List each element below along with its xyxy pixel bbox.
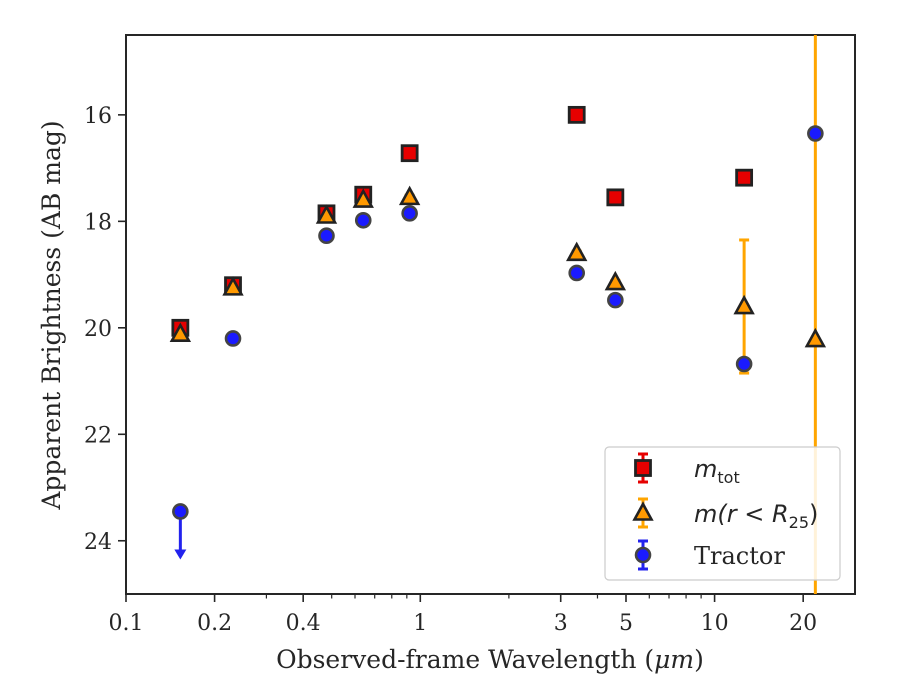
y-tick-label: 20 — [84, 317, 112, 342]
legend-label: m(r < R25) — [694, 500, 818, 532]
x-tick-label: 0.2 — [197, 611, 232, 636]
mr25-point — [169, 322, 192, 342]
legend-box — [604, 446, 841, 581]
y-axis: 16 18 20 22 24 — [84, 104, 126, 555]
legend-label: Tractor — [694, 542, 785, 570]
x-axis-label: Observed-frame Wavelength (μm) — [276, 645, 704, 674]
mr25-point — [804, 327, 827, 348]
upper-limit-arrowhead — [174, 549, 187, 560]
mr25-point — [604, 270, 627, 291]
x-axis: 0.1 0.2 0.4 1 3 5 10 20 — [109, 594, 817, 636]
mtot-point — [567, 105, 586, 124]
y-tick-label: 18 — [84, 210, 112, 235]
mr25-point — [566, 241, 588, 262]
legend-marker — [632, 501, 654, 521]
x-tick-label: 5 — [619, 611, 633, 636]
tractor-point — [224, 330, 242, 347]
mr25-point — [398, 185, 421, 206]
x-tick-label: 0.4 — [286, 611, 321, 636]
markers-layer — [169, 105, 827, 520]
mr25-point — [315, 204, 338, 224]
x-tick-label: 0.1 — [109, 611, 144, 636]
y-tick-label: 22 — [84, 423, 112, 448]
x-tick-label: 3 — [554, 611, 568, 636]
tractor-point — [172, 503, 189, 520]
tractor-point — [607, 291, 624, 309]
tractor-point — [568, 264, 586, 282]
mtot-point — [735, 168, 754, 187]
mr25-point — [733, 294, 755, 315]
x-tick-label: 10 — [701, 611, 729, 636]
legend-marker — [634, 459, 652, 477]
tractor-point — [735, 355, 753, 373]
x-tick-label: 20 — [789, 611, 817, 636]
legend: mtot m(r < R25) Tractor — [604, 446, 841, 581]
mtot-point — [400, 144, 419, 163]
legend-label: mtot — [694, 455, 740, 487]
mtot-point — [606, 188, 625, 207]
tractor-point — [807, 125, 824, 142]
x-tick-label: 1 — [413, 611, 427, 636]
tractor-point — [401, 205, 418, 222]
mr25-point — [352, 188, 374, 208]
y-tick-label: 16 — [84, 104, 112, 129]
y-axis-label: Apparent Brightness (AB mag) — [37, 120, 66, 510]
mr25-point — [222, 276, 244, 296]
legend-marker — [634, 546, 652, 564]
tractor-point — [354, 211, 372, 229]
tractor-point — [318, 227, 335, 245]
y-tick-label: 24 — [84, 530, 112, 555]
